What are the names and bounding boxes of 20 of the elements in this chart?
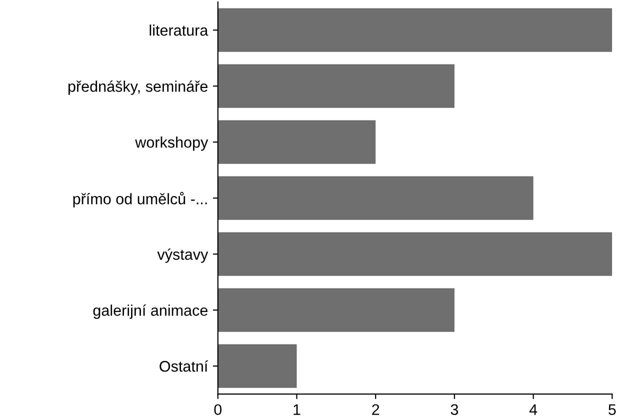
y-tick-label: přímo od umělců -... (73, 192, 207, 208)
y-tick-label: Ostatní (160, 360, 208, 372)
y-tick-label: workshopy (135, 136, 208, 151)
y-tick-label: literatura (150, 24, 208, 36)
bar (218, 232, 612, 276)
y-tick-label: přednášky, semináře (68, 80, 208, 95)
bar (218, 176, 534, 220)
x-tick-label: 0 (214, 404, 222, 416)
bar (218, 8, 612, 52)
x-tick-label: 4 (529, 404, 538, 415)
bar (218, 64, 454, 108)
bar (218, 120, 376, 164)
bar (218, 344, 297, 388)
y-tick-label: výstavy (157, 248, 208, 263)
bar (218, 288, 454, 332)
x-tick-label: 3 (450, 404, 458, 416)
x-tick-label: 2 (372, 404, 380, 415)
x-tick-label: 5 (608, 404, 616, 416)
y-tick-label: galerijní animace (93, 304, 208, 319)
x-tick-label: 1 (294, 404, 300, 415)
